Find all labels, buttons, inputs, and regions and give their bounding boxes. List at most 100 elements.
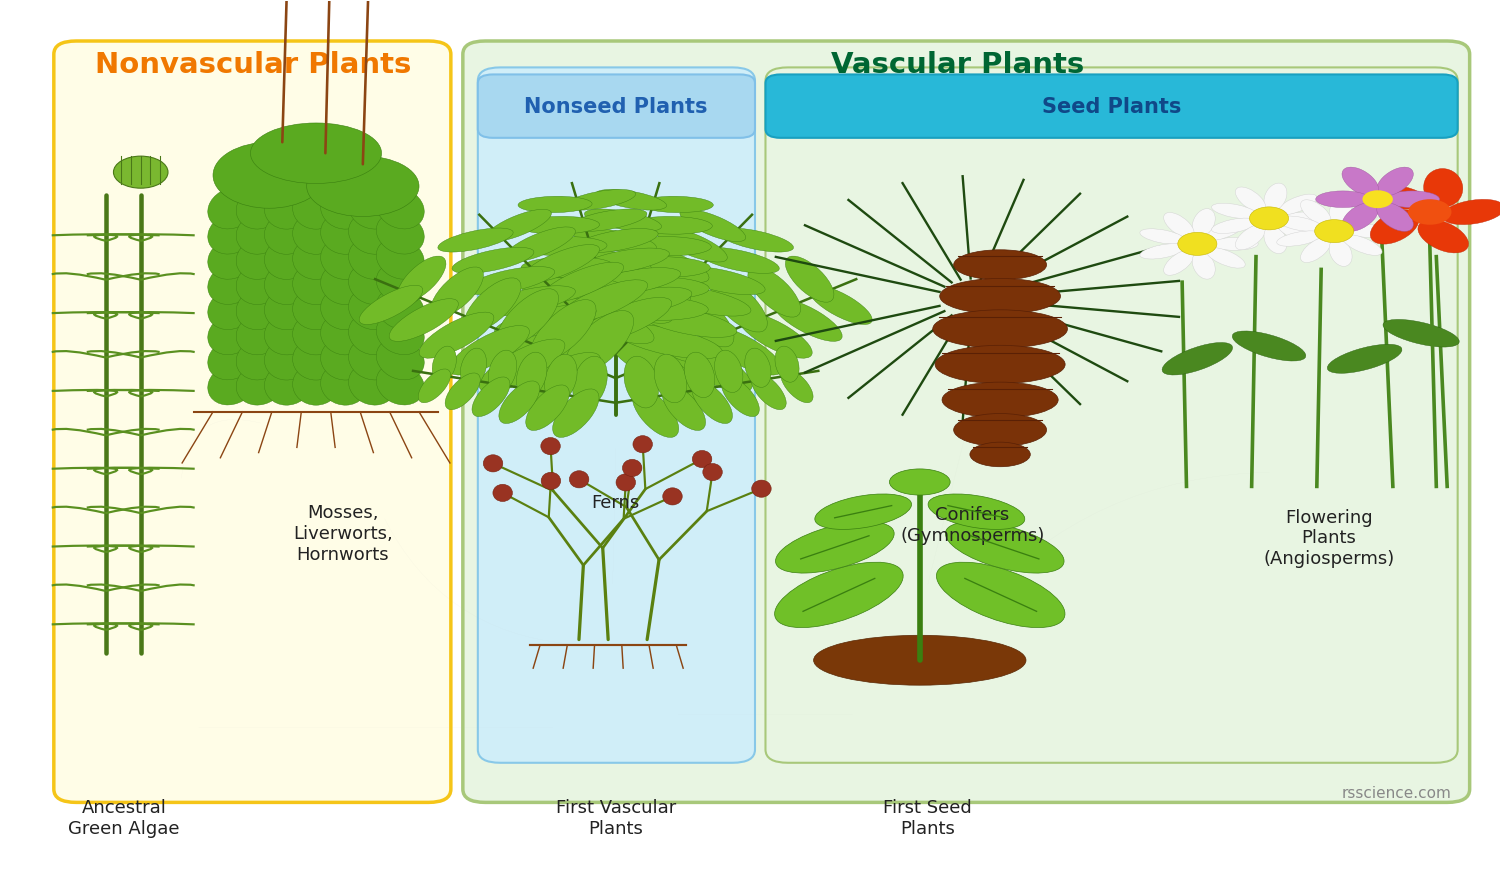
Ellipse shape	[814, 635, 1027, 685]
Ellipse shape	[890, 469, 950, 495]
Ellipse shape	[584, 280, 672, 323]
Ellipse shape	[615, 474, 635, 491]
FancyArrowPatch shape	[182, 419, 261, 479]
Ellipse shape	[710, 278, 767, 332]
Ellipse shape	[702, 326, 782, 375]
Ellipse shape	[717, 228, 794, 252]
Text: Ferns: Ferns	[591, 494, 639, 512]
Ellipse shape	[624, 237, 711, 256]
Ellipse shape	[479, 339, 564, 392]
Ellipse shape	[521, 257, 614, 277]
Ellipse shape	[504, 227, 575, 262]
Ellipse shape	[551, 268, 647, 296]
Ellipse shape	[446, 373, 480, 410]
Ellipse shape	[498, 381, 540, 424]
Ellipse shape	[1382, 320, 1459, 347]
Ellipse shape	[264, 313, 311, 355]
Ellipse shape	[389, 298, 458, 342]
Ellipse shape	[1342, 202, 1378, 231]
Ellipse shape	[377, 338, 425, 380]
Ellipse shape	[935, 345, 1066, 383]
FancyArrowPatch shape	[928, 440, 964, 584]
Ellipse shape	[558, 280, 647, 323]
Ellipse shape	[1343, 235, 1382, 255]
Circle shape	[114, 156, 168, 188]
Ellipse shape	[236, 313, 284, 355]
Ellipse shape	[264, 288, 311, 329]
Ellipse shape	[1327, 344, 1402, 374]
Circle shape	[1363, 190, 1393, 208]
Ellipse shape	[1264, 183, 1286, 211]
Ellipse shape	[348, 238, 396, 279]
Ellipse shape	[602, 297, 708, 321]
Ellipse shape	[953, 250, 1046, 280]
Ellipse shape	[970, 442, 1030, 467]
Ellipse shape	[348, 338, 396, 380]
Ellipse shape	[539, 287, 641, 317]
Ellipse shape	[775, 562, 904, 628]
Ellipse shape	[575, 229, 657, 253]
Ellipse shape	[207, 187, 255, 229]
Ellipse shape	[614, 324, 722, 358]
Ellipse shape	[1139, 244, 1186, 259]
Ellipse shape	[632, 245, 708, 283]
Text: Flowering
Plants
(Angiosperms): Flowering Plants (Angiosperms)	[1264, 509, 1394, 568]
Ellipse shape	[752, 480, 772, 497]
Ellipse shape	[321, 263, 368, 305]
Ellipse shape	[1192, 208, 1216, 237]
Ellipse shape	[419, 369, 450, 403]
Ellipse shape	[560, 298, 654, 343]
Ellipse shape	[608, 262, 690, 303]
Ellipse shape	[635, 305, 737, 337]
Ellipse shape	[1385, 191, 1439, 208]
FancyBboxPatch shape	[477, 67, 755, 763]
Ellipse shape	[677, 267, 766, 295]
Ellipse shape	[747, 267, 800, 317]
Ellipse shape	[306, 156, 419, 216]
Ellipse shape	[1162, 343, 1232, 375]
Ellipse shape	[1376, 202, 1414, 231]
Ellipse shape	[540, 438, 560, 455]
Ellipse shape	[632, 216, 713, 234]
Ellipse shape	[519, 216, 599, 234]
Ellipse shape	[744, 348, 772, 388]
Ellipse shape	[809, 285, 872, 325]
Ellipse shape	[293, 213, 339, 254]
Ellipse shape	[525, 385, 569, 431]
Ellipse shape	[570, 209, 647, 231]
Text: Nonseed Plants: Nonseed Plants	[524, 97, 707, 117]
Ellipse shape	[654, 354, 687, 403]
Ellipse shape	[656, 286, 750, 316]
Ellipse shape	[953, 413, 1046, 446]
Ellipse shape	[684, 352, 714, 397]
Ellipse shape	[251, 123, 381, 184]
Ellipse shape	[672, 289, 734, 347]
FancyArrowPatch shape	[612, 449, 615, 584]
Ellipse shape	[662, 385, 705, 431]
Ellipse shape	[518, 196, 591, 213]
Ellipse shape	[639, 196, 713, 213]
Ellipse shape	[569, 471, 588, 488]
Ellipse shape	[773, 298, 842, 342]
Ellipse shape	[1418, 220, 1468, 253]
Ellipse shape	[932, 310, 1067, 348]
Ellipse shape	[564, 311, 633, 377]
Ellipse shape	[545, 354, 576, 403]
Ellipse shape	[213, 142, 326, 208]
Ellipse shape	[1139, 229, 1186, 245]
Ellipse shape	[776, 522, 895, 573]
Ellipse shape	[666, 339, 752, 392]
Ellipse shape	[1163, 213, 1195, 238]
Ellipse shape	[348, 187, 396, 229]
Ellipse shape	[1277, 216, 1322, 231]
Ellipse shape	[236, 238, 284, 279]
FancyBboxPatch shape	[766, 67, 1457, 763]
Ellipse shape	[946, 522, 1064, 573]
Ellipse shape	[509, 324, 617, 358]
Ellipse shape	[561, 248, 651, 274]
Ellipse shape	[617, 257, 710, 277]
Ellipse shape	[488, 351, 516, 393]
Ellipse shape	[585, 268, 680, 296]
Ellipse shape	[943, 382, 1058, 418]
FancyArrowPatch shape	[384, 519, 567, 644]
